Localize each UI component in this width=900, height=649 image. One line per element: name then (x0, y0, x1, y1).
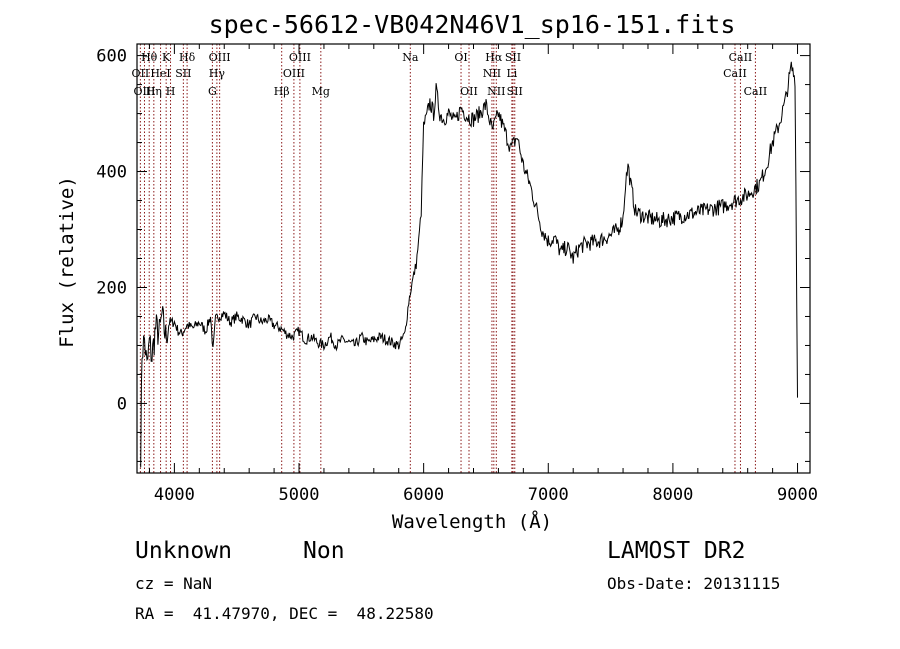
line-marker-label: K (162, 51, 171, 64)
line-marker-label: OIII (209, 51, 231, 64)
object-class: Unknown (135, 538, 232, 564)
line-marker-label: CaII (729, 51, 753, 64)
x-tick-label: 9000 (777, 485, 818, 505)
x-tick-label: 7000 (528, 485, 569, 505)
line-marker-label: G (208, 85, 217, 98)
line-marker-label: SII (175, 67, 191, 80)
line-marker-label: OIII (133, 85, 155, 98)
line-marker-label: HeI (150, 67, 170, 80)
line-marker-label: Li (506, 67, 517, 80)
survey-name: LAMOST DR2 (607, 538, 746, 564)
line-marker-label: Mg (312, 85, 330, 98)
line-marker-label: Na (402, 51, 419, 64)
y-tick-label: 0 (117, 394, 127, 414)
line-marker-label: OII (132, 67, 150, 80)
line-marker-label: OIII (283, 67, 305, 80)
line-marker-label: Hδ (179, 51, 196, 64)
y-axis-label: Flux (relative) (56, 176, 78, 348)
x-tick-label: 4000 (154, 485, 195, 505)
y-tick-label: 400 (96, 163, 127, 183)
x-tick-label: 8000 (652, 485, 693, 505)
x-tick-label: 5000 (279, 485, 320, 505)
spectrum-line (140, 61, 798, 468)
line-marker-label: SII (507, 85, 523, 98)
line-marker-label: NII (487, 85, 505, 98)
line-marker-label: OIII (289, 51, 311, 64)
emission-line-markers (139, 44, 756, 473)
chart-title: spec-56612-VB042N46V1_sp16-151.fits (209, 10, 736, 39)
line-marker-label: CaII (723, 67, 747, 80)
line-marker-label: NII (483, 67, 501, 80)
redshift-text: cz = NaN (135, 574, 213, 593)
plot-frame (136, 43, 811, 474)
x-axis-ticks: 4000 5000 6000 7000 8000 9000 (148, 44, 818, 505)
coordinates-text: RA = 41.47970, DEC = 48.22580 (135, 604, 434, 623)
line-marker-label: Hα (485, 51, 503, 64)
y-tick-label: 600 (96, 47, 127, 67)
line-marker-label: H (166, 85, 176, 98)
spectrum-series (140, 61, 798, 468)
line-marker-label: OI (454, 51, 467, 64)
line-marker-label: Hγ (209, 67, 226, 80)
x-axis-label: Wavelength (Å) (392, 510, 552, 533)
line-marker-label: Hθ (141, 51, 158, 64)
line-marker-label: Hη (146, 85, 162, 98)
object-subclass: Non (303, 538, 345, 564)
line-marker-label: SII (505, 51, 521, 64)
line-marker-label: CaII (744, 85, 768, 98)
line-marker-label: OII (460, 85, 478, 98)
x-tick-label: 6000 (403, 485, 444, 505)
y-axis-ticks: 0 200 400 600 (96, 47, 810, 462)
line-marker-label: Hβ (274, 85, 290, 98)
obs-date: Obs-Date: 20131115 (607, 574, 781, 593)
y-tick-label: 200 (96, 278, 127, 298)
